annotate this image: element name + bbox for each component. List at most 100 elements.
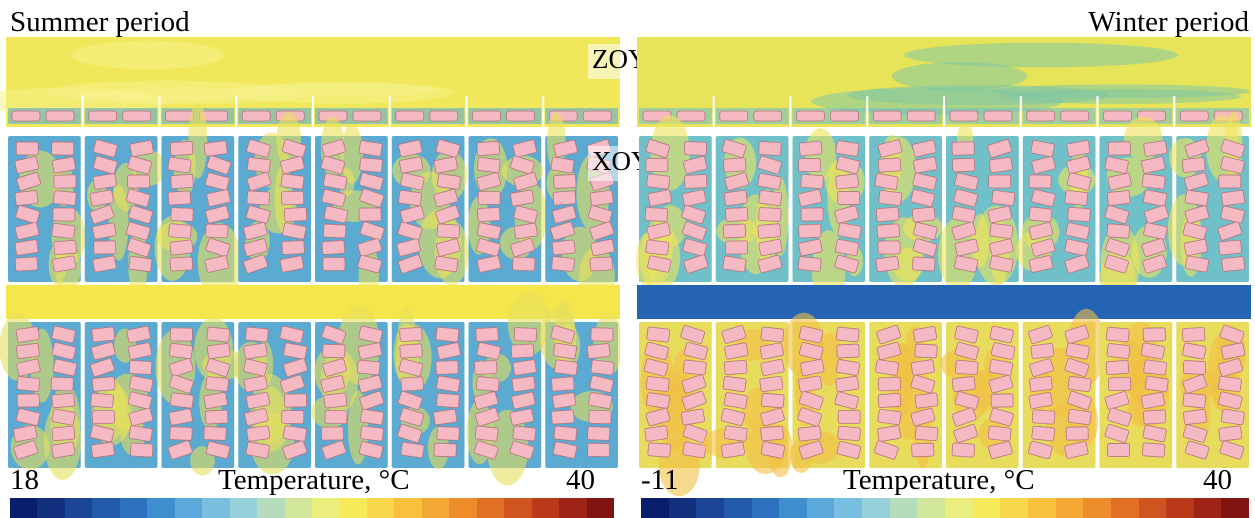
pig-top-view (760, 358, 785, 377)
pig-top-view (357, 238, 383, 257)
pig-top-view (682, 221, 707, 241)
pig-top-view (760, 425, 784, 442)
pig-top-view (955, 359, 979, 376)
pig-top-view (910, 407, 936, 427)
pig-top-view (589, 221, 615, 241)
pig-top-view (551, 256, 575, 272)
pig-top-view (282, 222, 307, 240)
pig-top-view (1104, 391, 1130, 410)
pig-top-view (243, 342, 268, 360)
pig-top-view (1140, 342, 1166, 360)
colorbar-swatch (1138, 498, 1167, 518)
pig-top-view (51, 425, 76, 442)
pig-top-view (51, 342, 77, 360)
pig-top-view (245, 441, 270, 459)
pig-top-view (320, 375, 345, 393)
pig-top-view (1218, 239, 1242, 256)
pig-side-view (506, 110, 535, 122)
colorbar-swatch (972, 498, 1001, 518)
colorbar-swatch (394, 498, 422, 518)
summer-colorbar-min: 18 (10, 464, 39, 496)
pig-top-view (589, 375, 614, 393)
pig-top-view (722, 223, 747, 239)
pig-top-view (646, 326, 671, 343)
pig-top-view (356, 359, 381, 376)
pig-top-view (989, 255, 1014, 273)
pig-top-view (798, 375, 823, 393)
pig-top-view (877, 425, 902, 442)
pig-top-view (873, 440, 899, 460)
pig-top-view (1108, 376, 1132, 392)
pig-top-view (170, 207, 194, 222)
pig-top-view (92, 155, 118, 175)
pig-top-view (913, 221, 938, 241)
pig-top-view (512, 425, 537, 442)
pig-top-view (513, 205, 538, 224)
pig-top-view (724, 342, 749, 360)
colorbar-swatch (1193, 498, 1222, 518)
zoy-temperature-patch (904, 42, 1179, 68)
pig-top-view (759, 342, 784, 360)
pig-top-view (283, 207, 308, 222)
pig-top-view (433, 156, 458, 174)
pig-top-view (90, 441, 115, 459)
pig-top-view (761, 392, 785, 409)
corridor-field (637, 285, 1251, 319)
pig-top-view (243, 221, 268, 241)
colorbar-swatch (723, 498, 752, 518)
pig-top-view (835, 326, 860, 343)
colorbar-swatch (559, 498, 587, 518)
pig-side-view (983, 110, 1013, 122)
pig-top-view (1067, 408, 1092, 426)
pig-top-view (683, 341, 709, 361)
pig-top-view (590, 238, 615, 257)
pig-top-view (951, 407, 977, 427)
pig-top-view (1141, 173, 1166, 190)
pig-top-view (1066, 155, 1091, 175)
pig-top-view (1067, 206, 1091, 223)
pig-top-view (953, 423, 979, 444)
pig-top-view (1028, 174, 1052, 189)
pig-side-view (796, 110, 825, 122)
pig-top-view (1144, 375, 1169, 393)
pig-top-view (89, 189, 114, 207)
colorbar-swatch (257, 498, 285, 518)
pig-top-view (51, 325, 76, 344)
pig-top-view (399, 407, 425, 427)
pig-top-view (1218, 174, 1242, 189)
winter-colorbar-min: -11 (641, 464, 679, 496)
pig-top-view (1029, 358, 1054, 377)
pig-top-view (1104, 237, 1130, 258)
pig-top-view (723, 359, 748, 376)
pig-top-view (988, 359, 1014, 376)
pig-side-view (753, 110, 783, 122)
pig-top-view (357, 374, 383, 394)
pig-top-view (682, 441, 707, 459)
pig-top-view (876, 324, 902, 345)
pig-top-view (1221, 256, 1246, 272)
pig-top-view (550, 325, 576, 344)
pig-top-view (721, 325, 747, 344)
pig-top-view (128, 425, 153, 442)
pig-top-view (1030, 238, 1056, 257)
pig-top-view (510, 155, 535, 175)
pig-top-view (989, 238, 1014, 257)
pig-top-view (912, 256, 936, 272)
pig-side-view (11, 110, 41, 122)
pig-top-view (835, 156, 861, 174)
pig-top-view (358, 140, 383, 157)
pig-top-view (130, 442, 154, 458)
pig-top-view (1184, 440, 1210, 460)
pig-top-view (16, 172, 41, 191)
pig-top-view (90, 358, 115, 377)
pig-top-view (244, 408, 269, 426)
pig-top-view (360, 425, 384, 442)
pig-top-view (321, 324, 347, 345)
pig-top-view (92, 222, 117, 240)
pig-top-view (509, 440, 535, 460)
pig-top-view (91, 341, 116, 361)
pig-top-view (551, 376, 575, 392)
pig-top-view (125, 188, 151, 208)
pig-top-view (835, 140, 860, 157)
pig-top-view (281, 190, 305, 206)
